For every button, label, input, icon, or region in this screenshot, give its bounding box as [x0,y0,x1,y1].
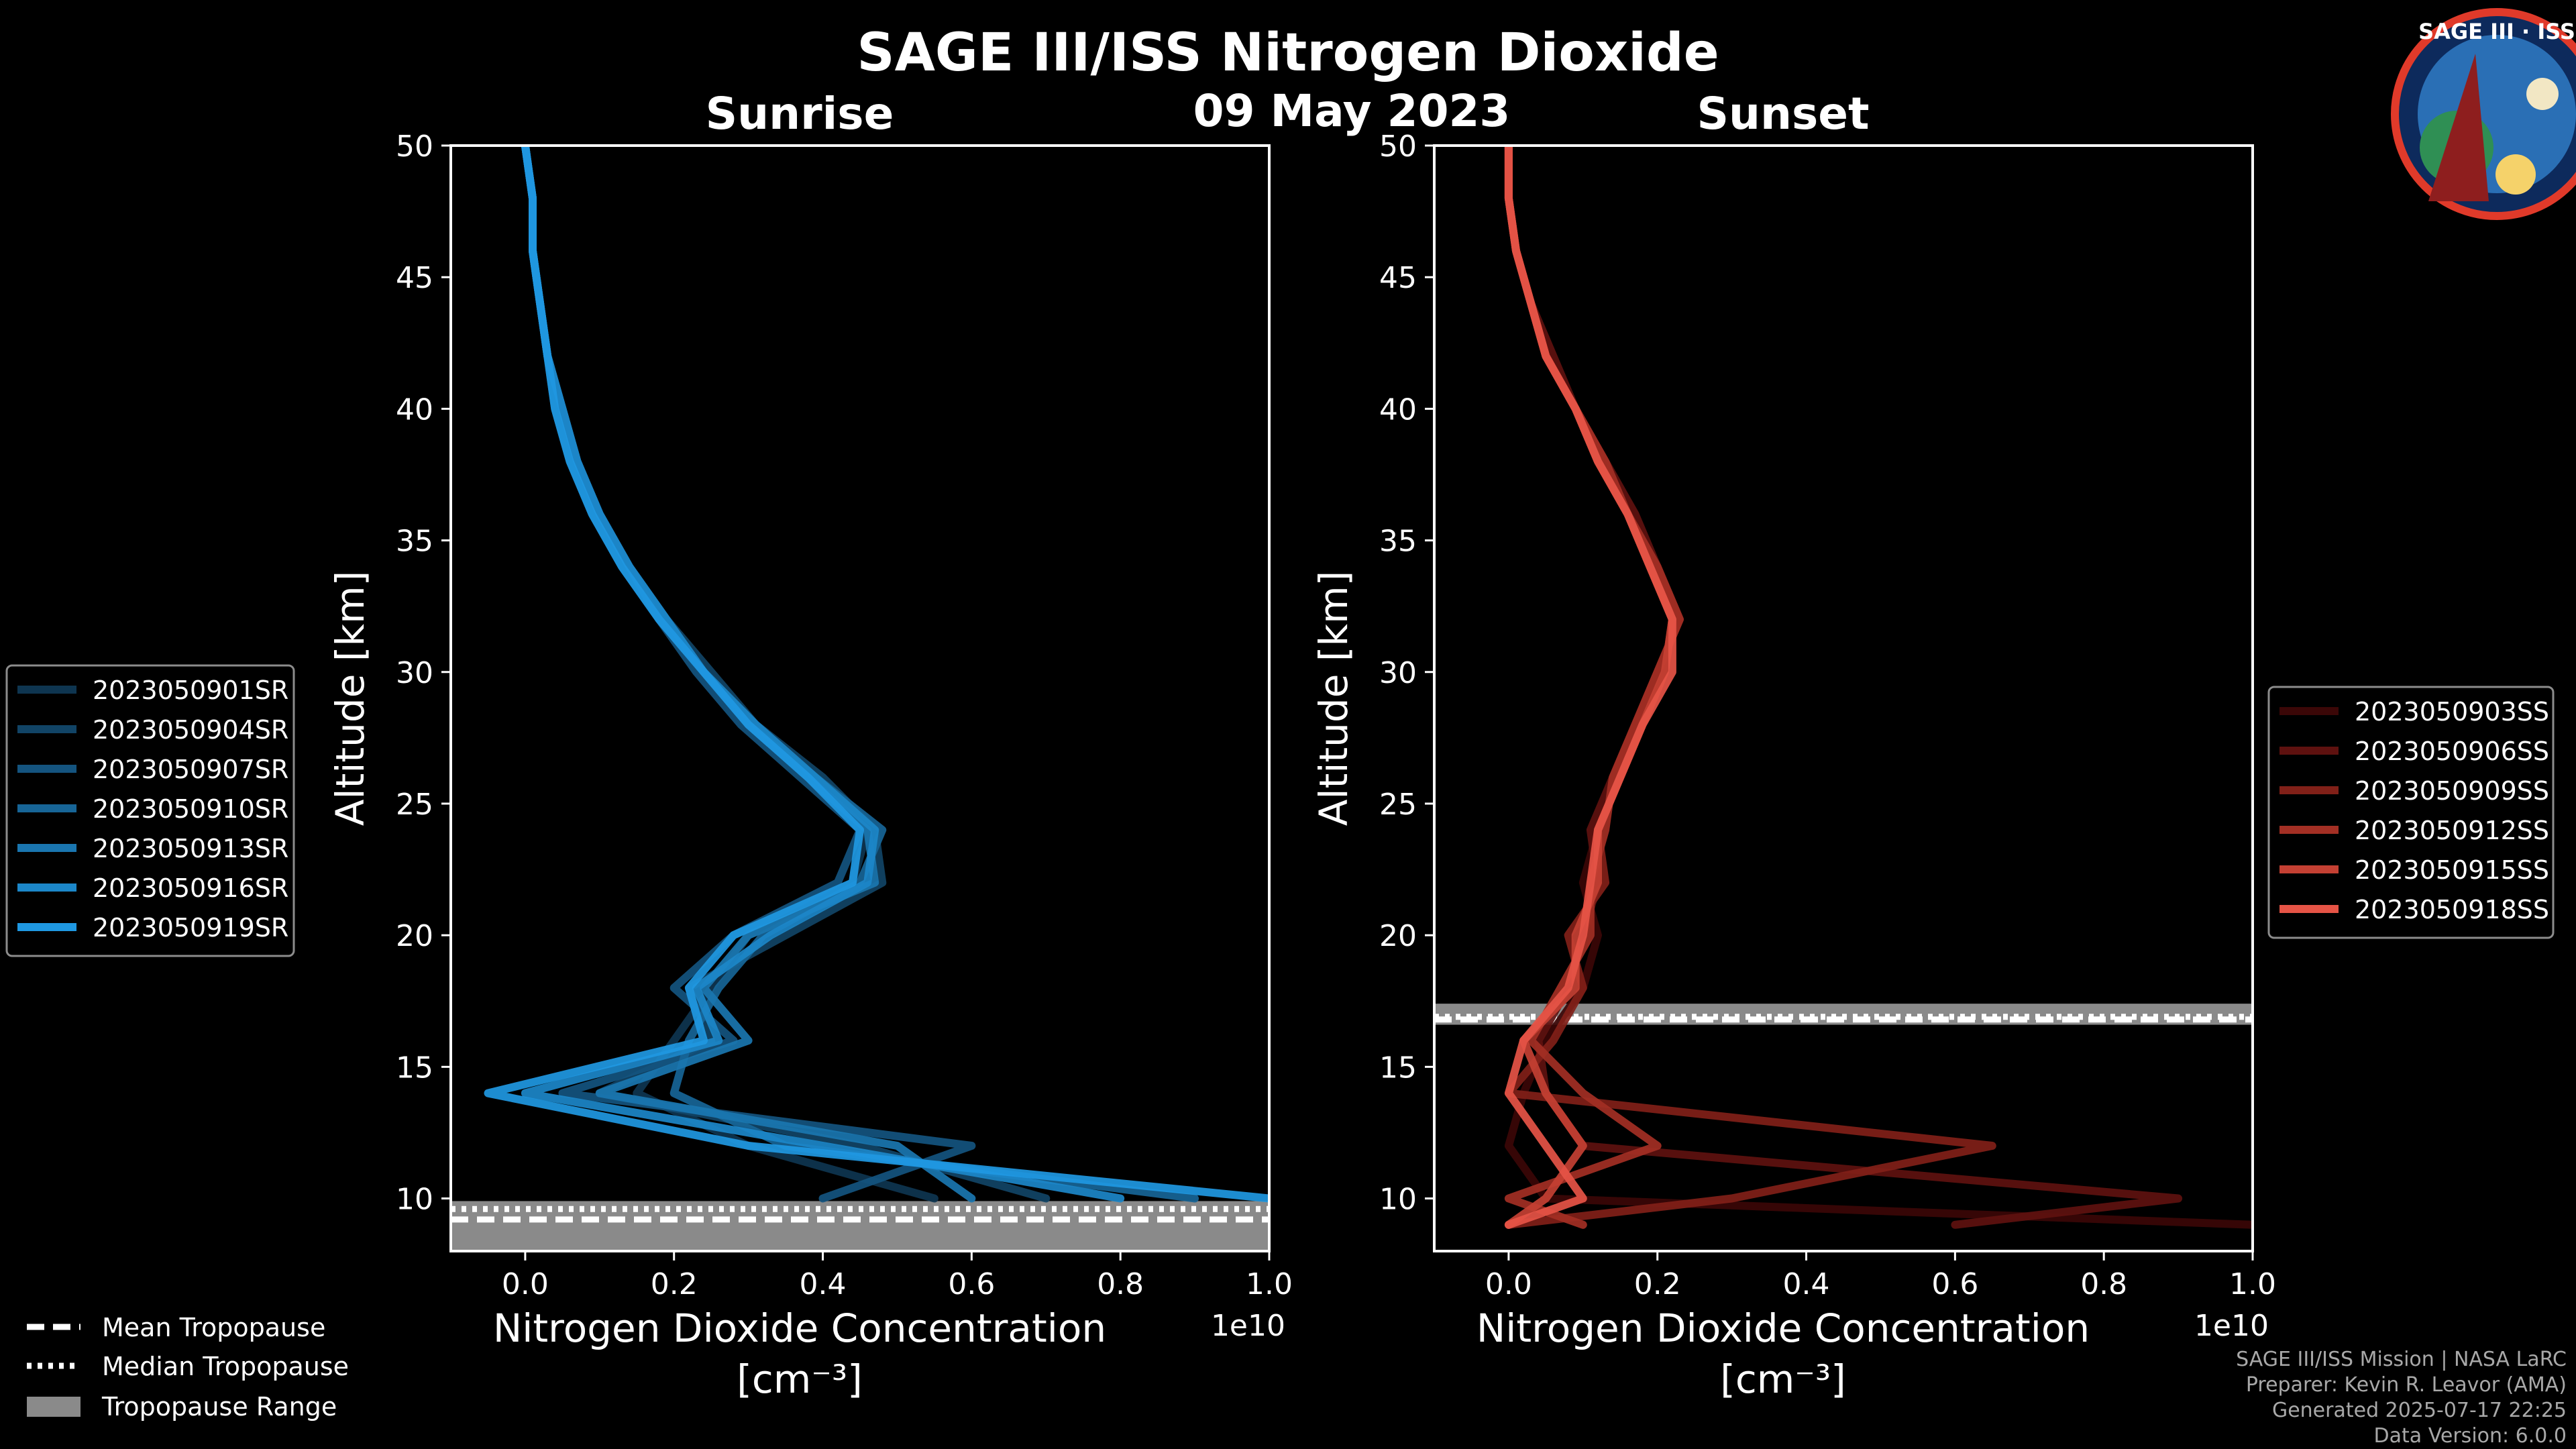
sunset-plot-content [1434,146,2253,1229]
sunrise-plot-content [451,146,1269,1251]
sunrise-x-tick-label: 1.0 [1246,1267,1293,1301]
sunrise-y-tick-label: 20 [396,919,433,953]
sunrise-x-tick-label: 0.4 [800,1267,847,1301]
sunset-x-tick-label: 0.2 [1634,1267,1681,1301]
sunset-x-offset-label: 1e10 [2194,1309,2269,1343]
sunset-legend-label: 2023050918SS [2355,895,2549,924]
sunset-x-tick-label: 0.8 [2080,1267,2127,1301]
sunset-y-tick-label: 45 [1379,261,1417,295]
figure-date: 09 May 2023 [1193,85,1511,137]
sunset-legend-label: 2023050903SS [2355,697,2549,727]
sunset-y-tick-label: 10 [1379,1183,1417,1217]
sunrise-frame [449,144,1271,1252]
sunset-x-tick-label: 0.0 [1485,1267,1532,1301]
sunrise-x-tick-label: 0.0 [502,1267,549,1301]
sunset-legend: 2023050903SS 2023050906SS 2023050909SS 2023… [2267,686,2555,939]
sunset-x-axis-unit: [cm⁻³] [1720,1356,1846,1402]
sunset-panel: 0.0 0.2 0.4 0.6 0.8 1.0 10 15 20 25 30 35 40 45 50 Suns… [1311,88,2276,1402]
sunrise-x-offset-label: 1e10 [1211,1309,1285,1343]
sunrise-x-tick-label: 0.8 [1097,1267,1144,1301]
sage-logo: SAGE III · ISS [2391,8,2576,220]
sunset-x-tick-label: 0.6 [1931,1267,1978,1301]
sunrise-y-tick-label: 30 [396,656,433,690]
sunset-x-axis-label: Nitrogen Dioxide Concentration [1477,1305,2090,1351]
sunrise-x-axis-label: Nitrogen Dioxide Concentration [493,1305,1106,1351]
sunset-y-tick-label: 35 [1379,525,1417,559]
sunrise-x-axis-unit: [cm⁻³] [737,1356,863,1402]
sunrise-plot-area [451,146,1269,1251]
sunset-series-2023050918SS [1504,146,1676,1229]
sunrise-legend-label: 2023050904SR [93,715,288,745]
sunset-legend-frame [2267,686,2555,939]
sunset-y-tick-label: 25 [1379,788,1417,822]
sunrise-y-tick-label: 10 [396,1183,433,1217]
sunset-y-tick-label: 20 [1379,919,1417,953]
sunrise-panel-title: Sunrise [706,88,894,140]
sunset-x-tick-label: 1.0 [2229,1267,2276,1301]
sunrise-y-tick-label: 50 [396,129,433,164]
median-tropopause-label: Median Tropopause [102,1352,349,1381]
sunset-plot-area [1434,146,2253,1251]
sunset-legend-label: 2023050915SS [2355,855,2549,885]
sunset-panel-title: Sunset [1697,88,1869,140]
sunrise-y-tick-label: 15 [396,1051,433,1085]
sunset-y-tick-label: 50 [1379,129,1417,164]
sunrise-legend-label: 2023050901SR [93,676,288,705]
sunset-y-tick-label: 30 [1379,656,1417,690]
sunrise-legend-label: 2023050907SR [93,755,288,784]
sunrise-y-tick-label: 25 [396,788,433,822]
sunset-y-tick-label: 15 [1379,1051,1417,1085]
footer-line-mission: SAGE III/ISS Mission | NASA LaRC [2236,1348,2567,1371]
sunset-legend-label: 2023050912SS [2355,816,2549,845]
logo-text: SAGE III · ISS [2418,19,2575,44]
sunrise-x-tick-label: 0.2 [651,1267,698,1301]
sunset-y-axis-label: Altitude [km] [1311,571,1356,826]
sunrise-y-tick-label: 40 [396,392,433,427]
sunrise-panel: 0.0 0.2 0.4 0.6 0.8 1.0 10 15 20 25 30 35 40 45 50 Sunr… [327,88,1293,1402]
sunrise-legend: 2023050901SR 2023050904SR 2023050907SR 2023… [5,664,295,957]
sunrise-series-2023050919SR [484,146,1269,1203]
sunrise-legend-label: 2023050913SR [93,834,288,863]
footer-line-generated: Generated 2025-07-17 22:25 [2272,1399,2567,1422]
footer-line-version: Data Version: 6.0.0 [2374,1424,2567,1448]
tropopause-range-swatch [27,1397,80,1417]
sunset-legend-label: 2023050909SS [2355,776,2549,806]
sunrise-y-tick-label: 45 [396,261,433,295]
tropopause-range-label: Tropopause Range [101,1392,337,1421]
sunrise-legend-label: 2023050916SR [93,873,288,903]
footer: SAGE III/ISS Mission | NASA LaRC Prepare… [2236,1348,2567,1448]
mean-tropopause-label: Mean Tropopause [102,1313,325,1342]
sunset-legend-label: 2023050906SS [2355,737,2549,766]
sunset-frame [1433,144,2254,1252]
tropopause-legend: Mean Tropopause Median Tropopause Tropop… [27,1313,349,1421]
sunrise-x-tick-label: 0.6 [948,1267,995,1301]
figure-title: SAGE III/ISS Nitrogen Dioxide [857,23,1719,83]
sunset-y-tick-label: 40 [1379,392,1417,427]
footer-line-preparer: Preparer: Kevin R. Leavor (AMA) [2246,1373,2567,1397]
sunrise-y-axis-label: Altitude [km] [327,571,373,826]
sunrise-y-tick-label: 35 [396,525,433,559]
sunrise-legend-label: 2023050919SR [93,913,288,943]
sunrise-legend-frame [5,664,295,957]
sunset-x-tick-label: 0.4 [1783,1267,1830,1301]
sunrise-legend-label: 2023050910SR [93,794,288,824]
